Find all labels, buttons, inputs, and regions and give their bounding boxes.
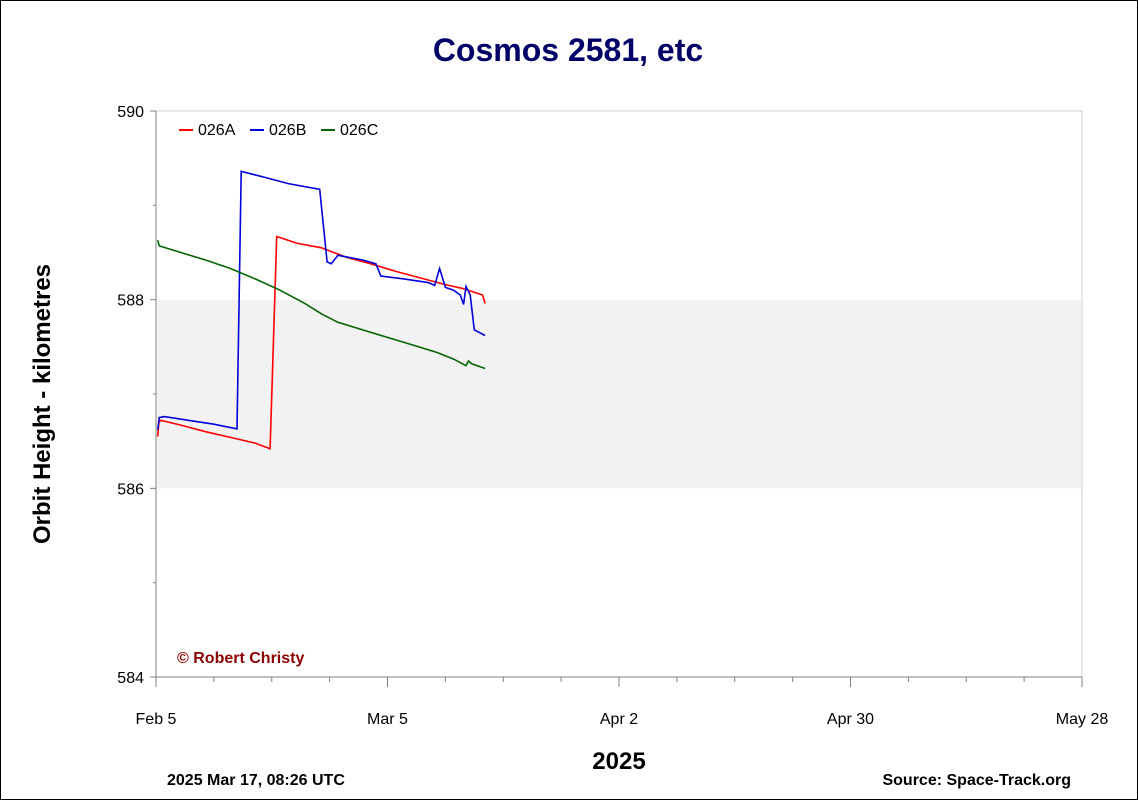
x-axis-label: 2025 [592,748,645,775]
legend: 026A 026B 026C [179,122,378,139]
y-tick-label: 584 [117,670,144,687]
x-tick-label: Mar 5 [367,711,408,728]
y-tick-label: 588 [117,293,144,310]
series-line-026A [156,235,486,450]
y-tick-label: 590 [117,104,144,121]
legend-label-026C: 026C [340,122,378,139]
x-tick-label: Apr 2 [600,711,638,728]
series-layer [156,170,486,450]
plot-area [155,110,1083,678]
x-tick-label: Feb 5 [136,711,177,728]
y-tick-label: 586 [117,481,144,498]
legend-label-026A: 026A [198,122,236,139]
chart-title: Cosmos 2581, etc [433,32,703,68]
copyright-note: © Robert Christy [177,650,304,667]
y-axis-label: Orbit Height - kilometres [29,264,56,544]
series-line-026B [156,170,486,430]
timestamp-note: 2025 Mar 17, 08:26 UTC [167,772,345,789]
shaded-band [157,299,1081,489]
series-line-026C [156,239,486,370]
source-note: Source: Space-Track.org [882,772,1071,789]
axes-layer: 584 586 588 590 Feb 5 Mar 5 Apr 2 Apr 30 May 28 [117,104,1108,728]
x-tick-label: May 28 [1056,711,1109,728]
x-tick-label: Apr 30 [827,711,874,728]
legend-label-026B: 026B [269,122,306,139]
